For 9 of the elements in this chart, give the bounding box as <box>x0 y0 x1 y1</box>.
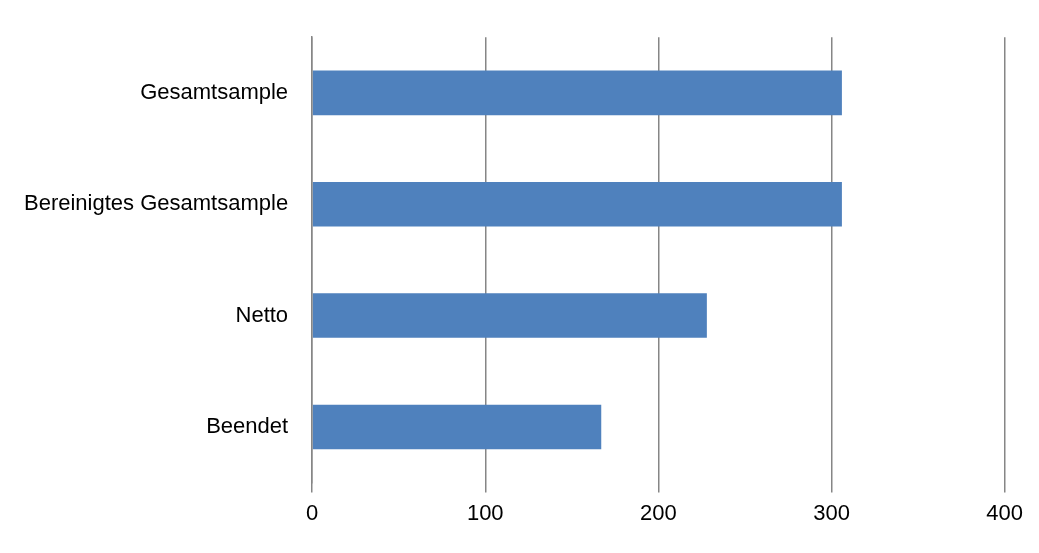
x-tick-label: 100 <box>466 499 504 525</box>
x-tick-label: 200 <box>640 499 677 525</box>
y-tick-label: Netto <box>235 301 289 327</box>
x-tick-label: 400 <box>986 499 1024 525</box>
y-tick-label: Beendet <box>206 412 289 438</box>
x-tick-label: 300 <box>813 499 850 525</box>
y-tick-label: Gesamtsample <box>140 78 289 104</box>
y-tick-label: Bereinigtes Gesamtsample <box>23 190 289 216</box>
x-tick-label: 0 <box>305 499 319 525</box>
